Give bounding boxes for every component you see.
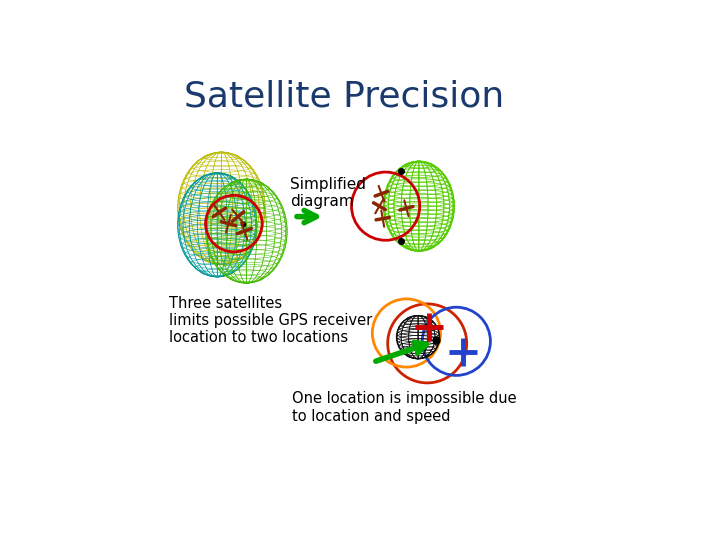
Text: Satellite Precision: Satellite Precision xyxy=(184,79,504,113)
Text: Simplified
diagram: Simplified diagram xyxy=(290,177,366,210)
Text: One location is impossible due
to location and speed: One location is impossible due to locati… xyxy=(292,391,517,423)
Text: Three satellites
limits possible GPS receiver
location to two locations: Three satellites limits possible GPS rec… xyxy=(169,295,373,346)
